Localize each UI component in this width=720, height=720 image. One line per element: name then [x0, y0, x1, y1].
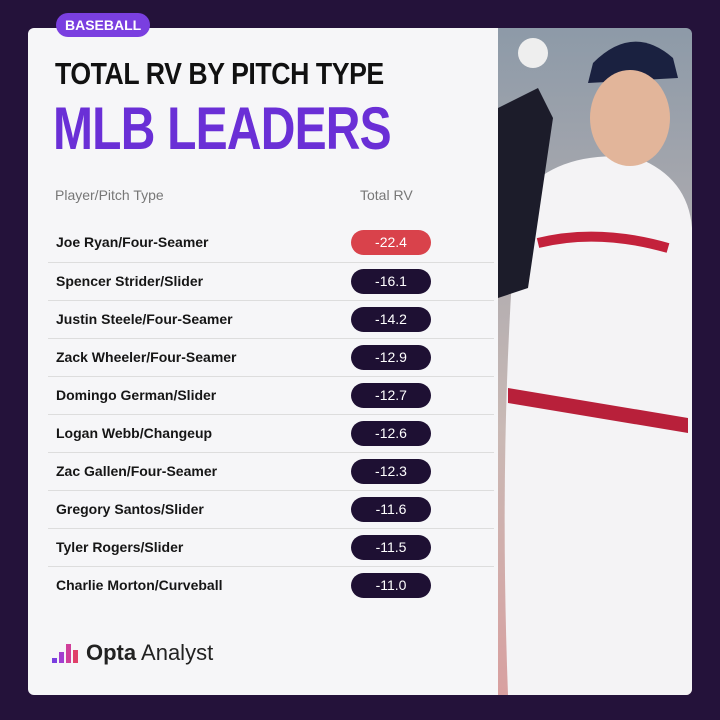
player-pitch: Zack Wheeler/Four-Seamer — [56, 349, 237, 365]
player-pitch: Zac Gallen/Four-Seamer — [56, 463, 218, 479]
table-row: Logan Webb/Changeup -12.6 — [48, 414, 494, 452]
total-rv: -16.1 — [351, 269, 431, 294]
column-header: Total RV — [360, 187, 413, 203]
player-pitch: Spencer Strider/Slider — [56, 273, 204, 289]
total-rv: -12.7 — [351, 383, 431, 408]
player-photo — [498, 28, 692, 695]
player-pitch: Domingo German/Slider — [56, 387, 217, 403]
column-header: Player/Pitch Type — [55, 187, 164, 203]
player-pitch: Justin Steele/Four-Seamer — [56, 311, 233, 327]
table-row: Joe Ryan/Four-Seamer -22.4 — [48, 224, 494, 262]
logo-brand: Opta — [86, 640, 137, 665]
total-rv: -11.5 — [351, 535, 431, 560]
player-pitch: Logan Webb/Changeup — [56, 425, 213, 441]
player-pitch: Charlie Morton/Curveball — [56, 577, 223, 593]
badge: BASEBALL — [56, 13, 151, 37]
table-row: Domingo German/Slider -12.7 — [48, 376, 494, 414]
total-rv: -12.3 — [351, 459, 431, 484]
total-rv: -12.6 — [351, 421, 431, 446]
table-row: Gregory Santos/Slider -11.6 — [48, 490, 494, 528]
player-pitch: Tyler Rogers/Slider — [56, 539, 184, 555]
logo: Opta Analyst — [50, 638, 213, 668]
table-row: Justin Steele/Four-Seamer -14.2 — [48, 300, 494, 338]
table-row: Zac Gallen/Four-Seamer -12.3 — [48, 452, 494, 490]
total-rv: -11.6 — [351, 497, 431, 522]
photo-art — [498, 28, 692, 695]
table-row: Charlie Morton/Curveball -11.0 — [48, 566, 494, 604]
player-pitch: Joe Ryan/Four-Seamer — [56, 234, 209, 250]
total-rv: -11.0 — [351, 573, 431, 598]
logo-icon — [52, 644, 78, 663]
total-rv: -14.2 — [351, 307, 431, 332]
subtitle: MLB LEADERS — [53, 95, 392, 162]
total-rv: -12.9 — [351, 345, 431, 370]
table-row: Tyler Rogers/Slider -11.5 — [48, 528, 494, 566]
total-rv: -22.4 — [351, 230, 431, 255]
title: TOTAL RV BY PITCH TYPE — [55, 56, 384, 91]
player-pitch: Gregory Santos/Slider — [56, 501, 204, 517]
table: Joe Ryan/Four-Seamer -22.4 Spencer Strider… — [48, 224, 494, 604]
table-row: Spencer Strider/Slider -16.1 — [48, 262, 494, 300]
logo-product: Analyst — [141, 640, 214, 665]
table-row: Zack Wheeler/Four-Seamer -12.9 — [48, 338, 494, 376]
